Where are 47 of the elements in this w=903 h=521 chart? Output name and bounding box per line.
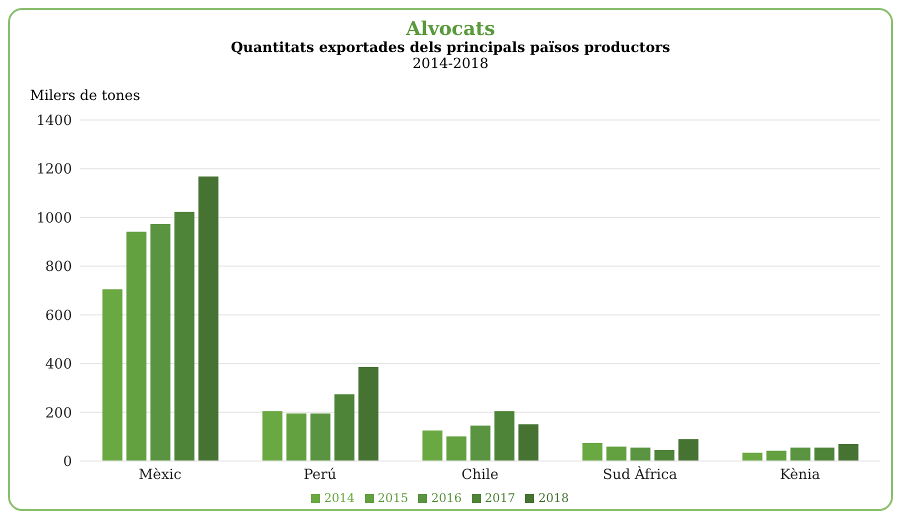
bar: [286, 414, 306, 461]
bar: [422, 430, 442, 461]
bar: [198, 176, 218, 461]
x-tick-label: Kènia: [780, 466, 820, 483]
bar: [446, 436, 466, 461]
bar: [606, 446, 626, 461]
bar: [838, 444, 858, 461]
bar: [126, 232, 146, 461]
chart-title: Alvocats: [404, 18, 496, 40]
bar: [630, 448, 650, 461]
x-tick-label: Perú: [304, 466, 336, 483]
bar: [174, 212, 194, 461]
y-axis-title: Milers de tones: [30, 88, 140, 104]
bar: [150, 224, 170, 461]
bar: [102, 289, 122, 461]
y-tick-label: 1200: [36, 162, 72, 178]
x-tick-label: Sud Àfrica: [602, 466, 678, 483]
bar: [582, 442, 602, 461]
bar: [310, 414, 330, 461]
legend-label: 2018: [538, 491, 569, 505]
bar: [262, 411, 282, 461]
bar: [742, 452, 762, 461]
y-tick-label: 0: [63, 454, 72, 470]
legend-label: 2016: [431, 491, 462, 505]
x-tick-label: Chile: [462, 466, 498, 483]
bar: [654, 450, 674, 461]
text: 2014-2018: [412, 56, 490, 72]
chart-subtitle: Quantitats exportades dels principals països productors: [230, 40, 672, 56]
bar: [518, 424, 538, 461]
legend-label: 2014: [324, 491, 355, 505]
bar: [766, 450, 786, 461]
y-tick-label: 400: [45, 356, 72, 373]
legend-label: 2015: [378, 491, 408, 505]
bar: [470, 426, 490, 461]
y-tick-label: 600: [45, 308, 72, 324]
bar: [358, 366, 378, 461]
bar: [790, 448, 810, 461]
x-tick-label: Mèxic: [138, 466, 182, 483]
bar: [334, 394, 354, 461]
y-tick-label: 800: [45, 259, 72, 276]
legend-label: 2017: [484, 491, 516, 505]
bar: [678, 439, 698, 461]
bar: [494, 411, 514, 461]
y-tick-label: 200: [45, 405, 72, 422]
y-tick-label: 1000: [36, 210, 72, 226]
y-tick-label: 1400: [36, 112, 72, 129]
bar: [814, 448, 834, 461]
